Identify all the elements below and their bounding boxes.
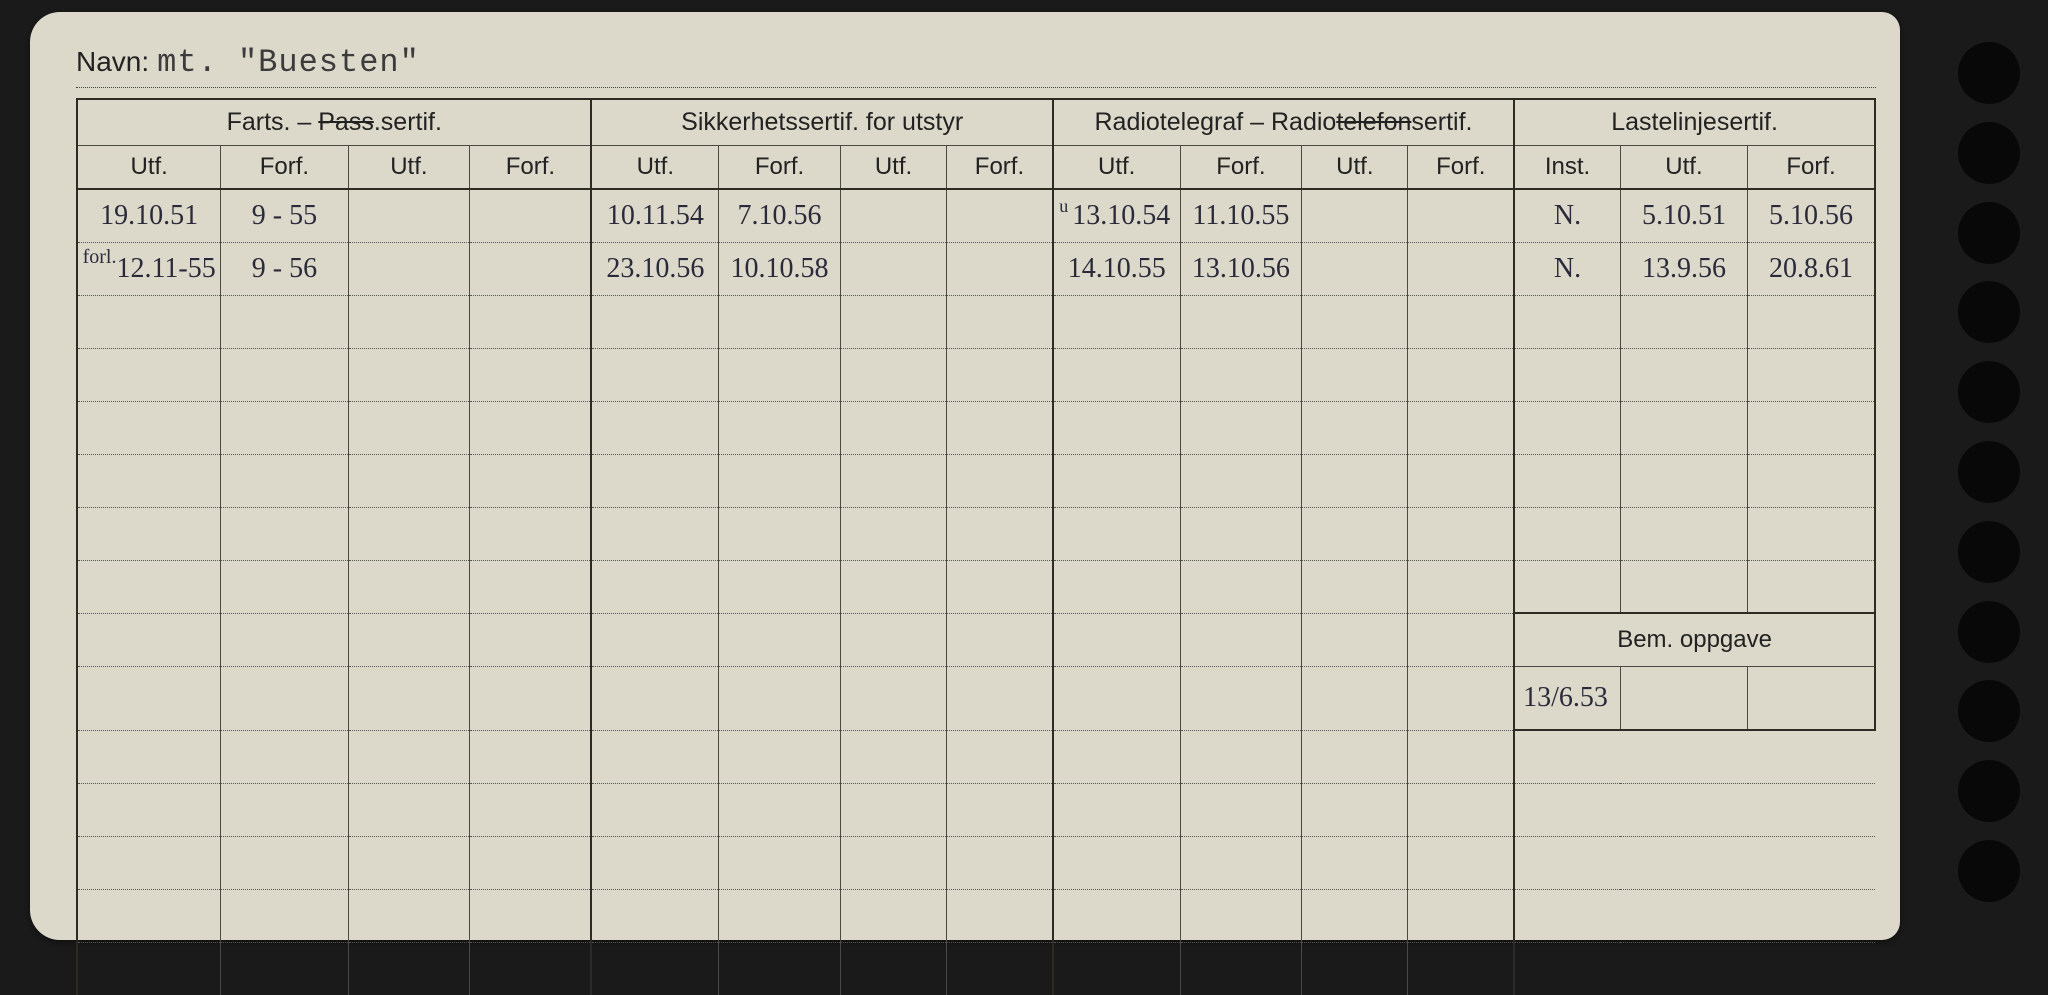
- cell: 14.10.55: [1053, 242, 1180, 295]
- table-row: [77, 730, 1875, 783]
- name-label: Navn:: [76, 46, 149, 78]
- cell: [947, 189, 1053, 242]
- cell: 10.10.58: [719, 242, 841, 295]
- bem-value: 13/6.53: [1514, 666, 1620, 730]
- cell: 9 - 55: [221, 189, 348, 242]
- punch-hole-icon: [1958, 42, 2020, 104]
- cell: [1302, 189, 1408, 242]
- cell: [947, 242, 1053, 295]
- col-forf: Forf.: [1748, 145, 1875, 189]
- punch-hole-icon: [1958, 361, 2020, 423]
- table-row: [77, 942, 1875, 995]
- name-row: Navn: mt. "Buesten": [76, 44, 1876, 88]
- table-row: forl.12.11-55 9 - 56 23.10.56 10.10.58 1…: [77, 242, 1875, 295]
- cell: u13.10.54: [1053, 189, 1180, 242]
- certificate-table: Farts. – Pass.sertif. Sikkerhetssertif. …: [76, 98, 1876, 995]
- section-sikkerhet: Sikkerhetssertif. for utstyr: [591, 99, 1052, 145]
- cell: 20.8.61: [1748, 242, 1875, 295]
- bem-header: Bem. oppgave: [1514, 613, 1875, 666]
- table-row: 13/6.53: [77, 666, 1875, 730]
- punch-hole-icon: [1958, 840, 2020, 902]
- table-row: [77, 836, 1875, 889]
- record-card: Navn: mt. "Buesten" Farts. – Pass.sertif…: [30, 12, 1900, 940]
- cell: [348, 242, 470, 295]
- cell: [1620, 666, 1747, 730]
- cell: N.: [1514, 189, 1620, 242]
- col-utf: Utf.: [591, 145, 718, 189]
- section-radio: Radiotelegraf – Radiotelefonsertif.: [1053, 99, 1514, 145]
- table-body: 19.10.51 9 - 55 10.11.54 7.10.56 u13.10.…: [77, 189, 1875, 995]
- section-farts: Farts. – Pass.sertif.: [77, 99, 591, 145]
- table-row: [77, 889, 1875, 942]
- punch-hole-icon: [1958, 202, 2020, 264]
- cell: [348, 189, 470, 242]
- col-forf: Forf.: [470, 145, 592, 189]
- cell: 7.10.56: [719, 189, 841, 242]
- cell: [1408, 242, 1514, 295]
- col-forf: Forf.: [947, 145, 1053, 189]
- table-row: [77, 507, 1875, 560]
- cell: [840, 242, 946, 295]
- col-utf: Utf.: [840, 145, 946, 189]
- sub-header-row: Utf. Forf. Utf. Forf. Utf. Forf. Utf. Fo…: [77, 145, 1875, 189]
- col-utf: Utf.: [1053, 145, 1180, 189]
- cell: 10.11.54: [591, 189, 718, 242]
- cell: 13.10.56: [1180, 242, 1302, 295]
- col-utf: Utf.: [1620, 145, 1747, 189]
- cell: 5.10.56: [1748, 189, 1875, 242]
- col-utf: Utf.: [348, 145, 470, 189]
- col-forf: Forf.: [719, 145, 841, 189]
- cell: 13.9.56: [1620, 242, 1747, 295]
- cell: [1408, 189, 1514, 242]
- col-inst: Inst.: [1514, 145, 1620, 189]
- table-row: [77, 783, 1875, 836]
- punch-hole-icon: [1958, 122, 2020, 184]
- punch-hole-icon: [1958, 441, 2020, 503]
- cell: [1748, 666, 1875, 730]
- table-row: [77, 295, 1875, 348]
- col-forf: Forf.: [1180, 145, 1302, 189]
- cell: forl.12.11-55: [77, 242, 221, 295]
- name-value: mt. "Buesten": [157, 44, 420, 81]
- punch-hole-icon: [1958, 760, 2020, 822]
- cell: 9 - 56: [221, 242, 348, 295]
- cell: N.: [1514, 242, 1620, 295]
- cell: 23.10.56: [591, 242, 718, 295]
- table-row: [77, 560, 1875, 613]
- cell: [1302, 242, 1408, 295]
- cell: [470, 189, 592, 242]
- cell: 11.10.55: [1180, 189, 1302, 242]
- cell: 5.10.51: [1620, 189, 1747, 242]
- table-row: [77, 454, 1875, 507]
- punch-hole-icon: [1958, 281, 2020, 343]
- punch-hole-icon: [1958, 601, 2020, 663]
- section-header-row: Farts. – Pass.sertif. Sikkerhetssertif. …: [77, 99, 1875, 145]
- section-laste: Lastelinjesertif.: [1514, 99, 1875, 145]
- table-row: [77, 348, 1875, 401]
- cell: [470, 242, 592, 295]
- col-forf: Forf.: [221, 145, 348, 189]
- cell: [840, 189, 946, 242]
- cell: 19.10.51: [77, 189, 221, 242]
- col-forf: Forf.: [1408, 145, 1514, 189]
- table-row: [77, 401, 1875, 454]
- col-utf: Utf.: [77, 145, 221, 189]
- punch-hole-icon: [1958, 521, 2020, 583]
- punch-hole-icon: [1958, 680, 2020, 742]
- table-row: 19.10.51 9 - 55 10.11.54 7.10.56 u13.10.…: [77, 189, 1875, 242]
- col-utf: Utf.: [1302, 145, 1408, 189]
- punch-holes: [1930, 22, 2020, 932]
- table-row: Bem. oppgave: [77, 613, 1875, 666]
